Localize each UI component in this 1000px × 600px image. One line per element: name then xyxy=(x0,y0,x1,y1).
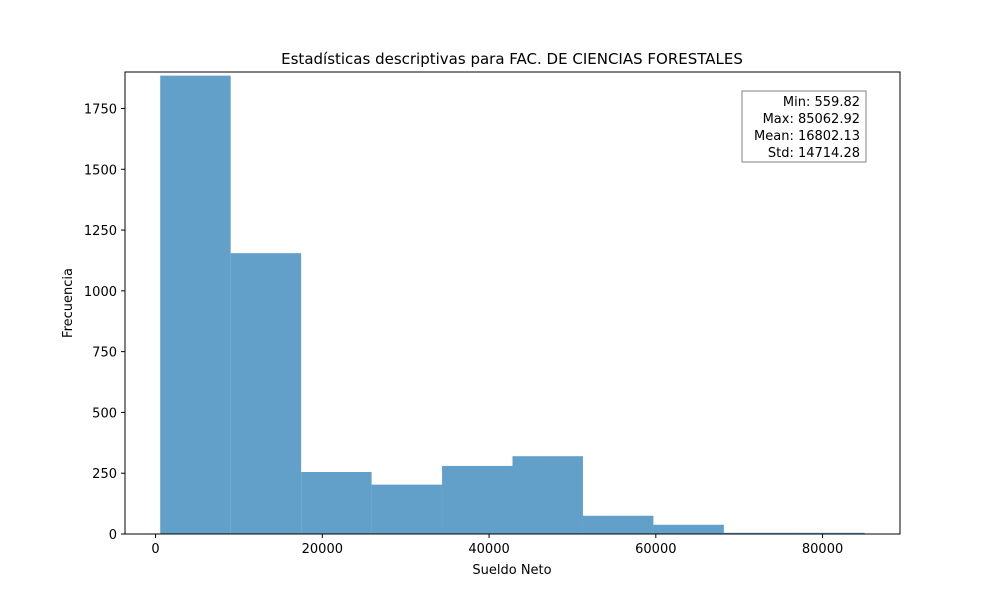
histogram-bar xyxy=(794,532,865,534)
y-tick-label: 1500 xyxy=(84,163,117,178)
y-tick-label: 1250 xyxy=(84,224,117,239)
stats-max: Max: 85062.92 xyxy=(763,112,860,127)
chart-title: Estadísticas descriptivas para FAC. DE C… xyxy=(281,50,743,68)
histogram-bar xyxy=(653,524,724,534)
stats-box: Min: 559.82 Max: 85062.92 Mean: 16802.13… xyxy=(741,90,867,163)
stats-std: Std: 14714.28 xyxy=(768,146,860,161)
y-tick-label: 1750 xyxy=(84,102,117,117)
y-tick-label: 750 xyxy=(92,346,117,361)
histogram-bar xyxy=(301,471,372,534)
histogram-bar xyxy=(723,532,795,534)
histogram-bar xyxy=(371,484,443,534)
x-axis-ticks: 0 20000 40000 60000 80000 xyxy=(151,534,843,557)
x-tick-label: 80000 xyxy=(802,542,843,557)
stats-mean: Mean: 16802.13 xyxy=(754,129,860,144)
y-tick-label: 500 xyxy=(92,406,117,421)
x-tick-label: 20000 xyxy=(302,542,343,557)
bars-group xyxy=(160,75,865,534)
y-tick-label: 0 xyxy=(109,528,117,543)
x-tick-label: 60000 xyxy=(635,542,676,557)
histogram-bar xyxy=(230,253,302,534)
x-tick-label: 40000 xyxy=(468,542,509,557)
y-tick-label: 250 xyxy=(92,467,117,482)
y-axis-label: Frecuencia xyxy=(61,268,76,338)
histogram-bar xyxy=(160,75,231,534)
y-axis-ticks: 0 250 500 750 1000 1250 1500 1750 xyxy=(84,102,125,543)
stats-box-frame xyxy=(741,90,867,163)
y-tick-label: 1000 xyxy=(84,285,117,300)
histogram-bar xyxy=(582,515,654,534)
stats-min: Min: 559.82 xyxy=(783,95,860,110)
histogram-bar xyxy=(512,456,583,534)
x-axis-label: Sueldo Neto xyxy=(472,563,551,578)
plot-frame xyxy=(124,71,901,535)
histogram-bar xyxy=(442,465,513,534)
x-tick-label: 0 xyxy=(151,542,159,557)
